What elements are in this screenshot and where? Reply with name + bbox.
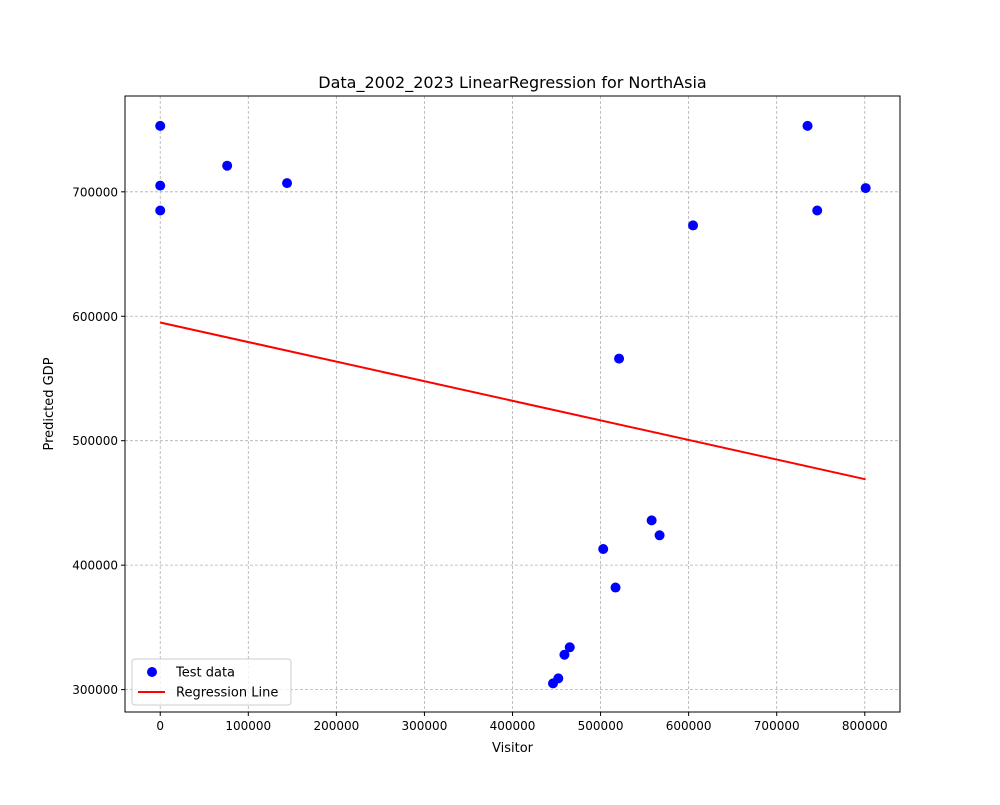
y-tick-label: 700000 (72, 185, 118, 199)
x-tick-label: 400000 (490, 719, 536, 733)
data-point (598, 543, 609, 554)
data-point (222, 160, 233, 171)
grid (125, 96, 900, 712)
chart-title: Data_2002_2023 LinearRegression for Nort… (318, 73, 706, 93)
x-tick-label: 600000 (666, 719, 712, 733)
data-point (646, 515, 657, 526)
x-axis-ticks: 0 100000 200000 300000 400000 500000 600000 700… (156, 712, 888, 733)
data-point (860, 183, 871, 194)
data-point (654, 530, 665, 541)
data-point (802, 120, 813, 131)
y-tick-label: 300000 (72, 683, 118, 697)
data-point (553, 673, 564, 684)
x-tick-label: 0 (156, 719, 164, 733)
x-tick-label: 700000 (754, 719, 800, 733)
legend-label-regression-line: Regression Line (176, 686, 278, 701)
legend: Test data Regression Line (131, 658, 292, 706)
x-axis-label: Visitor (492, 741, 534, 756)
x-tick-label: 200000 (313, 719, 359, 733)
legend-label-test-data: Test data (175, 666, 235, 681)
legend-box (131, 658, 292, 706)
data-point (282, 178, 293, 189)
regression-line (160, 321, 866, 481)
data-point (614, 353, 625, 364)
data-point (559, 649, 570, 660)
x-tick-label: 800000 (842, 719, 888, 733)
y-axis-ticks: 300000 400000 500000 600000 700000 (72, 185, 125, 697)
legend-marker-test-data (147, 667, 157, 677)
regression-line-layer (160, 321, 866, 481)
data-point (812, 205, 823, 216)
x-tick-label: 100000 (225, 719, 271, 733)
data-point (155, 205, 166, 216)
scatter-points (155, 120, 871, 689)
data-point (155, 180, 166, 191)
data-point (564, 642, 575, 653)
x-tick-label: 500000 (578, 719, 624, 733)
y-axis-label: Predicted GDP (42, 357, 57, 450)
y-tick-label: 500000 (72, 434, 118, 448)
y-tick-label: 600000 (72, 310, 118, 324)
data-point (155, 120, 166, 131)
data-point (610, 582, 621, 593)
x-tick-label: 300000 (402, 719, 448, 733)
y-tick-label: 400000 (72, 559, 118, 573)
data-point (688, 220, 699, 231)
